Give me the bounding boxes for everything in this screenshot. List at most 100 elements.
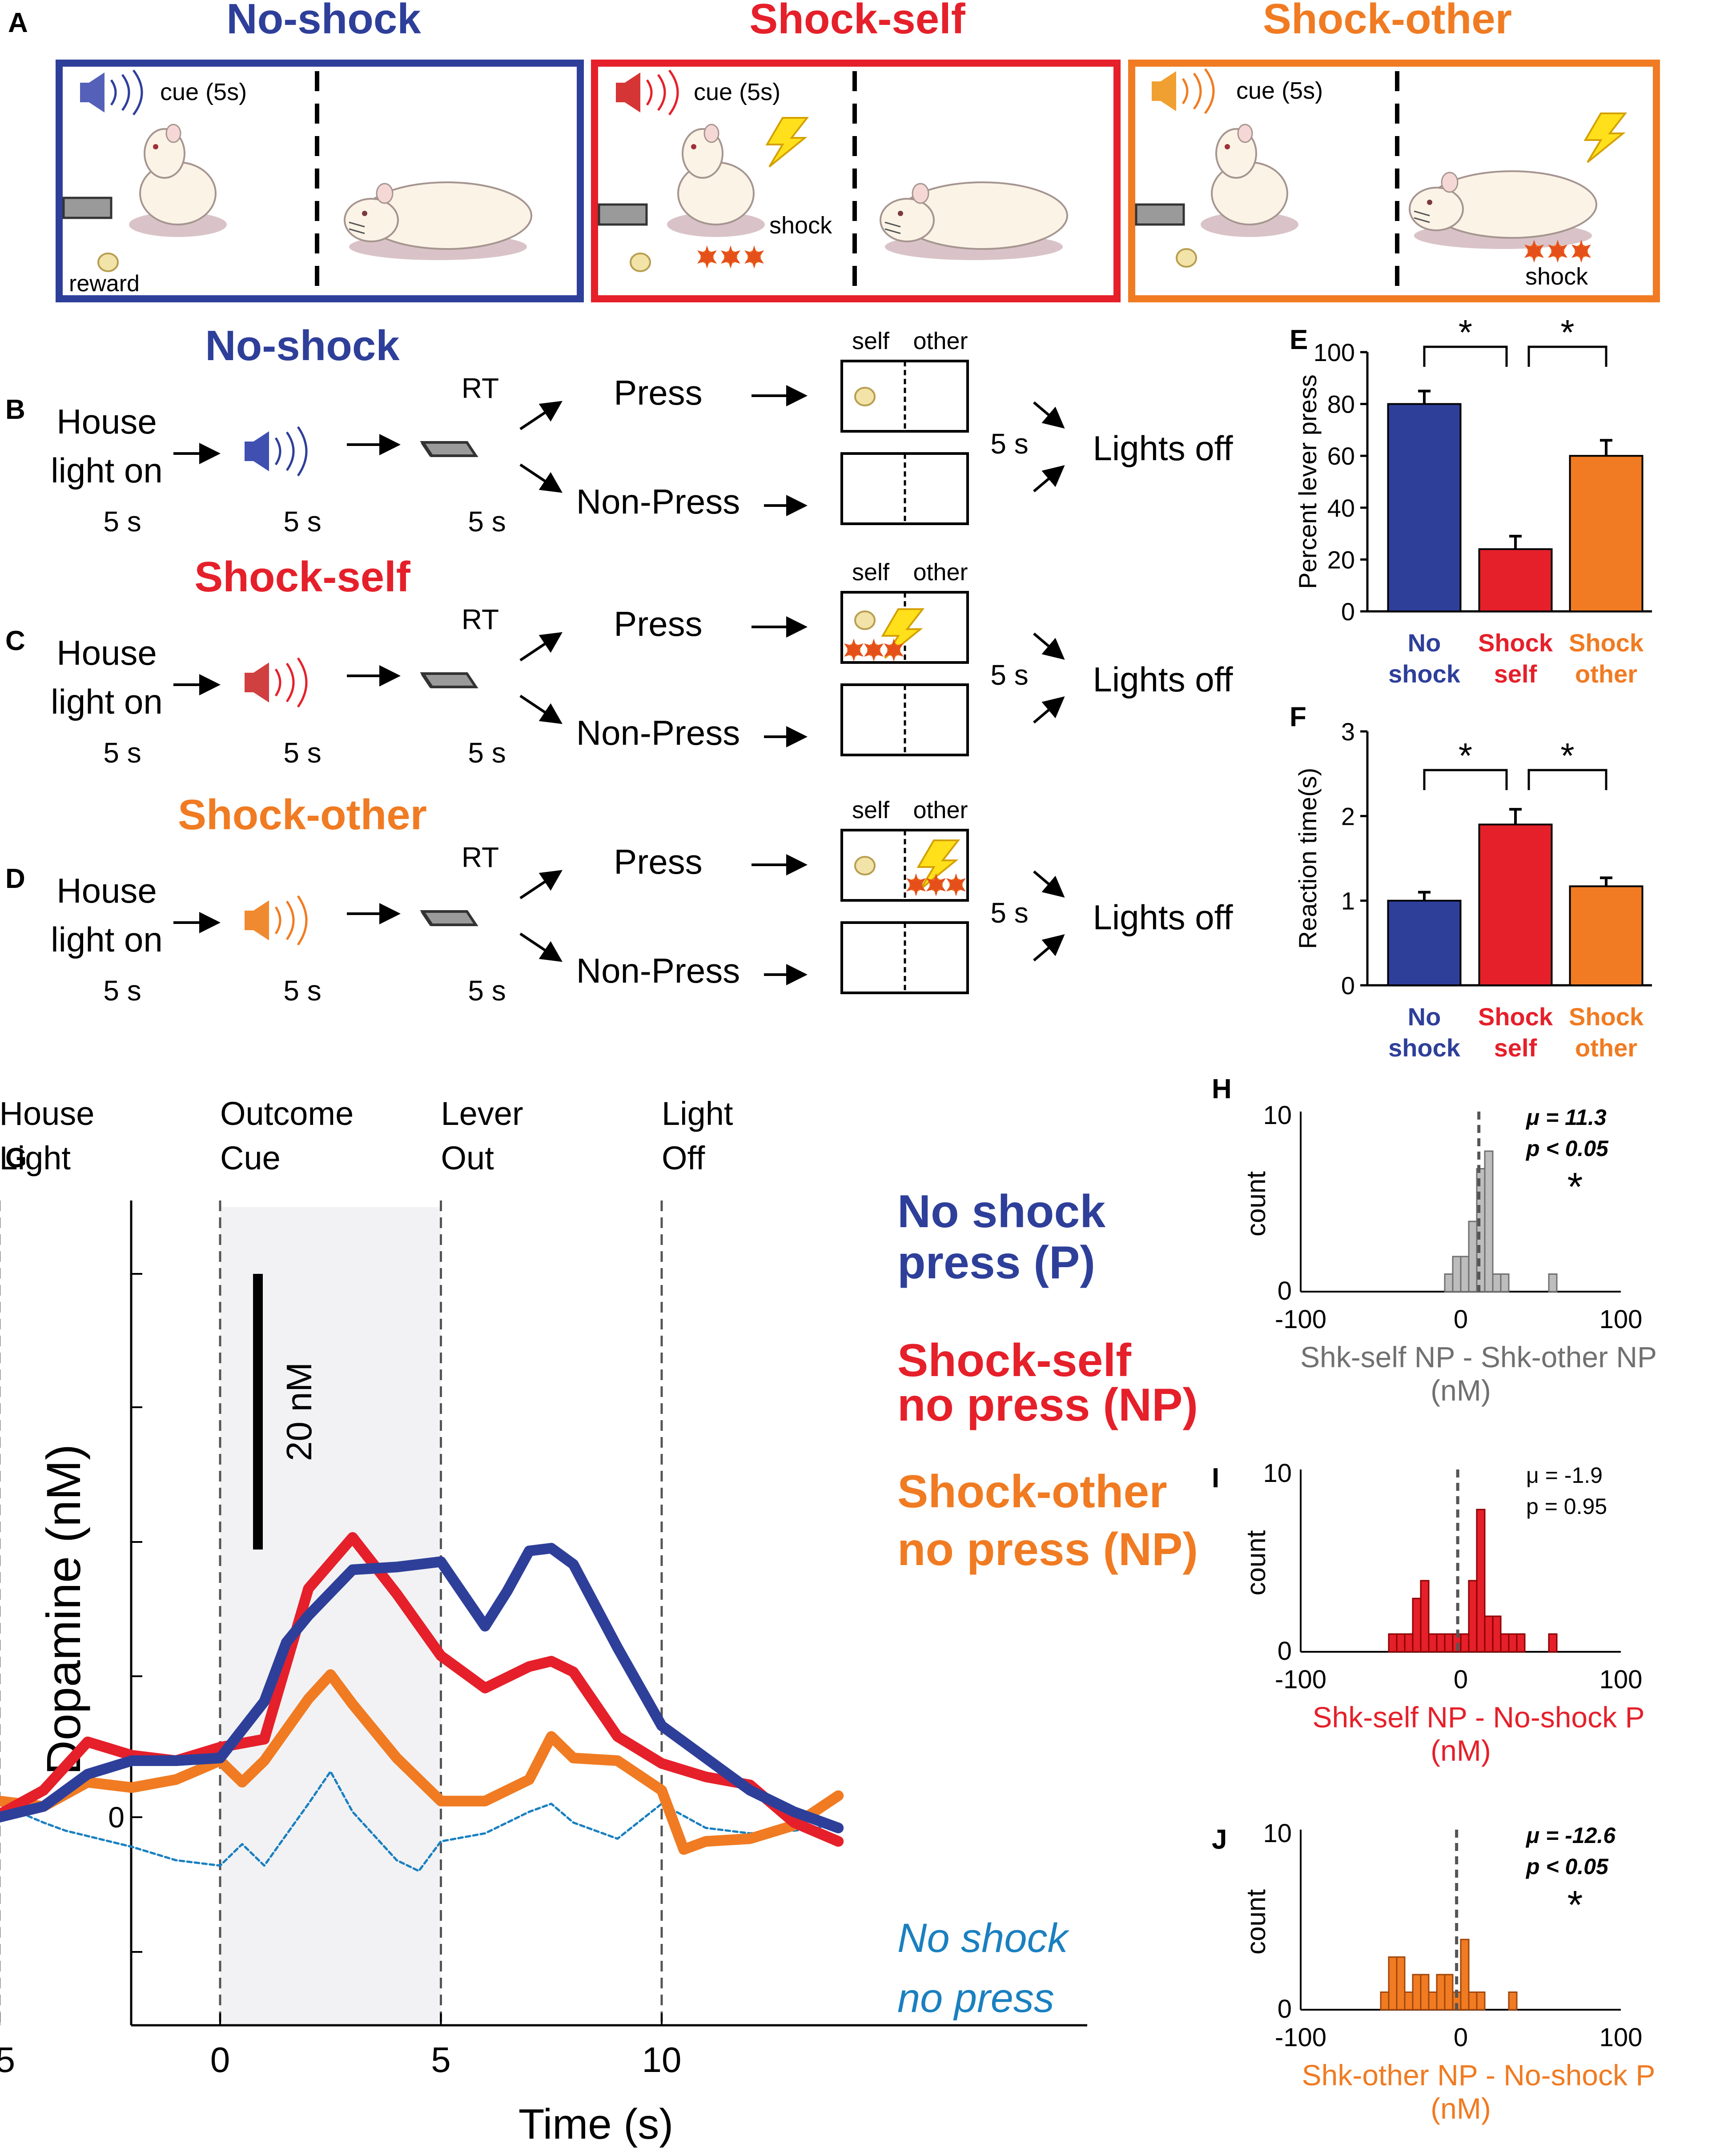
cue-label: cue (5s) <box>1236 77 1323 104</box>
category-label: No <box>1408 1003 1441 1031</box>
x-tick-label: 5 <box>431 2040 451 2080</box>
category-label: Shock <box>1478 629 1553 657</box>
event-label: Outcome <box>220 1095 354 1132</box>
histogram-bar <box>1548 1633 1558 1653</box>
duration-label: 5 s <box>990 659 1028 691</box>
rat-lying-icon <box>880 181 1068 261</box>
nonpress-label: Non-Press <box>576 482 740 521</box>
duration-label: 5 s <box>103 506 141 538</box>
shock-burst-icon <box>697 245 717 269</box>
category-label: Shock <box>1569 629 1644 657</box>
panel-c: C Shock-self House light on 5 s 5 s RT 5… <box>5 553 1233 769</box>
y-axis-label: count <box>1241 1171 1271 1237</box>
panel-a-title-no-shock: No-shock <box>226 0 421 43</box>
histogram-bar <box>1460 1633 1470 1653</box>
series-line <box>0 1669 844 1855</box>
significance-star: * <box>1459 736 1472 775</box>
bar <box>1569 885 1644 987</box>
histogram-bar <box>1484 1615 1494 1653</box>
histogram-bar <box>1444 1974 1454 2011</box>
speaker-icon <box>1152 71 1176 111</box>
event-label: Light <box>662 1095 733 1132</box>
self-label: self <box>852 797 890 823</box>
reward-pellet-icon <box>630 253 651 272</box>
panel-label-e: E <box>1290 325 1308 355</box>
reward-pellet-icon <box>854 856 876 875</box>
category-label: other <box>1575 660 1637 688</box>
self-label: self <box>852 328 890 354</box>
y-tick-label: 0 <box>1278 1637 1292 1666</box>
stat-label: p = 0.95 <box>1526 1494 1607 1519</box>
line-chart-g: 0 Dopamine (nM) Time (s) House Light Outcome C… <box>0 1095 1198 2148</box>
panel-label-j: J <box>1212 1824 1227 1855</box>
stat-label: μ = -1.9 <box>1526 1463 1603 1488</box>
histogram-bar <box>1420 1974 1430 2011</box>
panel-label-h: H <box>1212 1074 1232 1104</box>
x-tick-label: 100 <box>1599 1305 1643 1334</box>
x-tick-label: 10 <box>642 2040 682 2080</box>
panel-a-box-shock-self <box>591 60 1121 302</box>
bar-chart-f: 0 1 2 3 Reaction time(s) No shock Shock self Shoc… <box>1294 718 1652 1062</box>
histogram-bar <box>1500 1633 1510 1653</box>
histogram-bar <box>1484 1150 1494 1293</box>
duration-label: 5 s <box>990 897 1028 929</box>
shock-burst-icon <box>864 638 884 662</box>
shock-burst-icon <box>721 245 740 269</box>
significance-bracket <box>1527 345 1608 367</box>
x-tick-label: 100 <box>1599 2023 1643 2052</box>
legend-label: no press (NP) <box>897 1379 1198 1431</box>
bar <box>1478 548 1553 612</box>
duration-label: 5 s <box>103 975 141 1007</box>
x-tick-label: -100 <box>1275 2023 1326 2052</box>
series-line <box>0 1543 844 1834</box>
duration-label: 5 s <box>468 506 506 538</box>
shock-burst-icon <box>946 873 966 896</box>
shock-label: shock <box>769 212 832 239</box>
lights-off-label: Lights off <box>1093 898 1233 937</box>
lever-icon <box>422 442 476 456</box>
histogram-bar <box>1420 1580 1430 1653</box>
rat-icon <box>666 124 766 238</box>
x-axis-label: Shk-other NP - No-shock P <box>1302 2059 1656 2092</box>
histogram-bar <box>1460 1939 1470 2011</box>
shock-burst-icon <box>844 638 864 662</box>
rat-icon <box>1200 124 1299 238</box>
rat-icon <box>128 124 228 238</box>
histogram-bar <box>1492 1273 1502 1293</box>
cue-label: cue (5s) <box>694 79 780 105</box>
histogram-bar <box>1476 1991 1486 2011</box>
duration-label: 5 s <box>103 737 141 769</box>
rat-lying-icon <box>1409 170 1597 250</box>
event-label: Cue <box>220 1140 281 1176</box>
shock-label: shock <box>1525 263 1588 290</box>
histogram-bar <box>1508 1991 1518 2011</box>
y-tick-label: 2 <box>1341 802 1355 830</box>
histogram-bar <box>1460 1256 1470 1293</box>
reward-pellet-icon <box>97 253 119 272</box>
press-label: Press <box>614 842 702 881</box>
y-tick-label: 1 <box>1341 887 1355 915</box>
self-label: self <box>852 559 890 586</box>
histogram-bar <box>1404 1633 1414 1653</box>
histogram-bar <box>1444 1633 1454 1653</box>
category-label: self <box>1494 1034 1537 1062</box>
lights-off-label: Lights off <box>1093 429 1233 468</box>
x-axis-label: (nM) <box>1431 2092 1491 2125</box>
x-axis-label: Shk-self NP - Shk-other NP <box>1300 1341 1657 1373</box>
rt-label: RT <box>462 841 499 873</box>
significance-bracket <box>1423 345 1508 367</box>
panel-label-i: I <box>1212 1463 1219 1494</box>
panel-g: G 0 Dopamine (nM) Time (s) House Light Outcom… <box>0 1095 1198 2148</box>
panel-e: E 0 20 40 60 80 100 Percent lever press No shock… <box>1290 313 1652 688</box>
x-tick-label: -100 <box>1275 1305 1326 1334</box>
house-light-label: House <box>56 871 157 910</box>
significance-bracket <box>1423 769 1508 790</box>
y-tick-label: 60 <box>1327 442 1355 470</box>
event-label: Light <box>0 1140 71 1176</box>
x-tick-label: 100 <box>1599 1665 1643 1694</box>
y-tick-label: 20 <box>1327 546 1355 574</box>
y-tick-label: 10 <box>1263 1819 1292 1848</box>
histogram-bar <box>1492 1615 1502 1653</box>
